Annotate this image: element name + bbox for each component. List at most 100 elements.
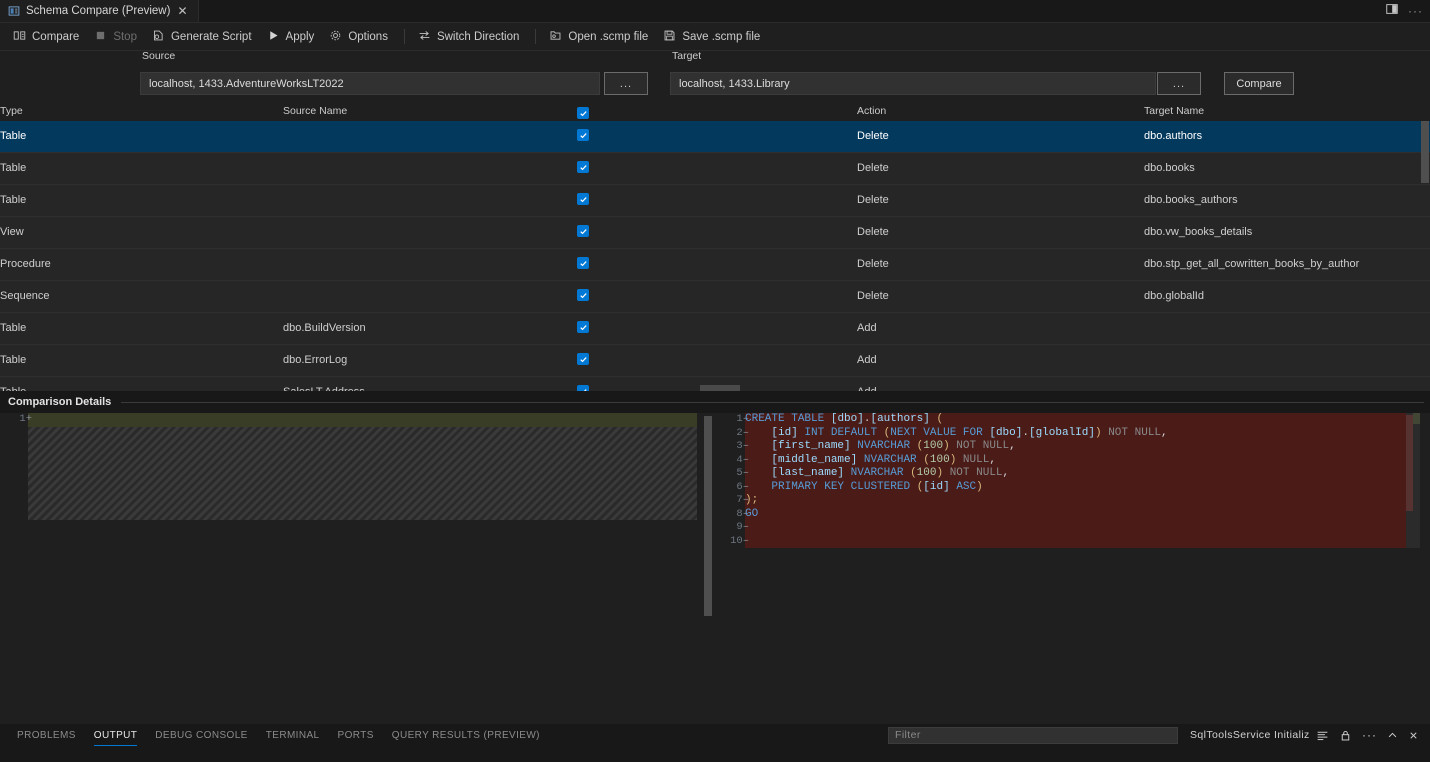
column-header-type[interactable]: Type [0,105,23,117]
diff-pane-left[interactable]: 1+ [0,413,697,718]
split-editor-icon[interactable] [1385,2,1399,21]
column-header-target-name[interactable]: Target Name [1144,105,1205,117]
panel-tab-ports[interactable]: PORTS [337,729,374,741]
row-type: Table [0,130,27,142]
grid-vertical-scrollbar[interactable] [1420,121,1430,391]
panel-tab-terminal[interactable]: TERMINAL [265,729,320,741]
row-action: Add [857,322,877,334]
checkbox-checked-icon [577,225,589,237]
source-browse-button[interactable]: ... [604,72,648,95]
editor-actions: ··· [1385,0,1430,22]
row-type: Table [0,386,26,391]
table-row[interactable]: Table Delete dbo.books_authors [0,185,1430,217]
compare-button-label: Compare [32,30,80,43]
target-input[interactable]: localhost, 1433.Library [670,72,1156,95]
tab-schema-compare[interactable]: Schema Compare (Preview) ✕ [0,0,199,22]
grid-horizontal-scrollbar-thumb[interactable] [700,385,740,391]
stop-button[interactable]: Stop [88,26,146,48]
diff-pane-right[interactable]: 1– 2– 3– 4– 5– 6– 7– 8– 9– 10– CREATE TABLE [dbo]… [717,413,1420,718]
table-row[interactable]: View Delete dbo.vw_books_details [0,217,1430,249]
table-row[interactable]: Procedure Delete dbo.stp_get_all_cowritten… [0,249,1430,281]
grid-vertical-scrollbar-thumb[interactable] [1421,121,1429,183]
maximize-panel-icon[interactable] [1382,730,1403,741]
row-action: Delete [857,290,889,302]
switch-direction-label: Switch Direction [436,30,520,43]
compare-action-button[interactable]: Compare [1224,72,1294,95]
column-header-action[interactable]: Action [857,105,887,117]
lock-scroll-icon[interactable] [1334,729,1357,742]
comparison-details-header: Comparison Details [0,391,1430,413]
row-target-name: dbo.stp_get_all_cowritten_books_by_autho… [1144,258,1360,270]
row-include-checkbox[interactable] [577,289,589,301]
left-pane-scrollbar-thumb[interactable] [704,416,712,616]
diff-overview-ruler[interactable] [1406,413,1420,718]
line-number: 9– [736,521,749,533]
open-file-icon [549,29,562,45]
target-browse-button[interactable]: ... [1157,72,1201,95]
source-label: Source [142,50,176,62]
line-number: 7– [736,494,749,506]
apply-button-label: Apply [285,30,315,43]
options-button[interactable]: Options [323,26,397,48]
close-panel-icon[interactable] [1403,730,1424,741]
left-pane-scrollbar[interactable] [699,413,717,718]
code-line: ); [745,494,759,506]
save-scmp-button[interactable]: Save .scmp file [657,26,769,48]
stop-button-label: Stop [113,30,137,43]
line-number: 5– [736,467,749,479]
line-number: 6– [736,480,749,493]
gear-icon [329,29,342,45]
panel-tabs: PROBLEMS OUTPUT DEBUG CONSOLE TERMINAL PORTS… [8,724,549,746]
generate-script-label: Generate Script [170,30,252,43]
line-number: 8– [736,507,749,520]
grid-horizontal-scrollbar[interactable] [0,385,1430,391]
switch-direction-button[interactable]: Switch Direction [412,26,528,48]
right-pane-scrollbar-thumb[interactable] [1406,413,1420,548]
generate-script-button[interactable]: Generate Script [146,26,261,48]
table-row[interactable]: Table Delete dbo.books [0,153,1430,185]
table-row[interactable]: Table SalesLT.Address Add [0,377,1430,391]
close-icon[interactable]: ✕ [177,4,188,18]
open-scmp-button[interactable]: Open .scmp file [543,26,657,48]
row-include-checkbox[interactable] [577,385,589,391]
table-row[interactable]: Table dbo.ErrorLog Add [0,345,1430,377]
table-row[interactable]: Sequence Delete dbo.globalId [0,281,1430,313]
row-include-checkbox[interactable] [577,257,589,269]
panel-tab-debug-console[interactable]: DEBUG CONSOLE [155,729,248,741]
column-header-source-name[interactable]: Source Name [283,105,348,117]
row-include-checkbox[interactable] [577,225,589,237]
more-actions-icon[interactable]: ··· [1408,4,1423,18]
row-type: Table [0,194,27,206]
row-type: Table [0,322,27,334]
row-action: Delete [857,258,889,270]
row-include-checkbox[interactable] [577,129,589,141]
panel-tab-problems[interactable]: PROBLEMS [17,729,76,741]
clear-output-icon[interactable] [1311,729,1334,742]
switch-direction-icon [418,29,431,45]
row-target-name: dbo.books_authors [1144,194,1238,206]
table-row[interactable]: Table dbo.BuildVersion Add [0,313,1430,345]
checkbox-checked-icon [577,321,589,333]
schema-compare-grid: Type Source Name Action Target Name Tabl… [0,103,1430,391]
generate-script-icon [152,29,165,45]
more-actions-icon[interactable]: ··· [1362,728,1377,742]
row-include-checkbox[interactable] [577,161,589,173]
apply-button[interactable]: Apply [261,26,324,48]
row-include-checkbox[interactable] [577,353,589,365]
output-channel-select[interactable]: SqlToolsService Initializ ⌄ [1186,728,1311,742]
panel-tab-query-results-preview[interactable]: QUERY RESULTS (PREVIEW) [391,729,540,741]
save-icon [663,29,676,45]
code-line: CREATE TABLE [dbo].[authors] ( [745,413,944,425]
tab-bar-filler [198,0,1385,22]
table-row[interactable]: Table Delete dbo.authors [0,121,1430,153]
row-type: Table [0,354,27,366]
filter-input[interactable]: Filter [888,726,1178,744]
row-include-checkbox[interactable] [577,193,589,205]
source-input[interactable]: localhost, 1433.AdventureWorksLT2022 [140,72,600,95]
row-action: Delete [857,162,889,174]
panel-tab-output[interactable]: OUTPUT [85,724,147,746]
status-bar [0,746,1430,762]
row-target-name: dbo.authors [1144,130,1203,142]
row-include-checkbox[interactable] [577,321,589,333]
compare-button[interactable]: Compare [7,26,88,48]
